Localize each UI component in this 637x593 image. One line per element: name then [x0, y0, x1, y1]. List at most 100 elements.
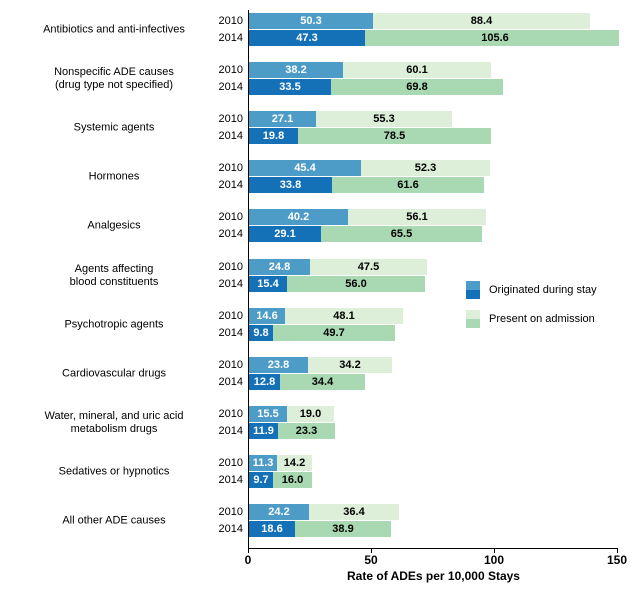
bar-row-2014: 15.4 56.0 — [249, 276, 619, 292]
category-label-line: Agents affecting — [74, 262, 154, 275]
bar-row-2014: 18.6 38.9 — [249, 521, 619, 537]
segment-originated-2014: 11.9 — [249, 423, 278, 439]
category-label: Agents affecting blood constituents — [2, 263, 226, 289]
category-label-line: (drug type not specified) — [54, 78, 173, 91]
x-tick-label-150: 150 — [606, 553, 628, 567]
x-tick-mark-150 — [617, 548, 618, 553]
category-label: Analgesics — [2, 219, 226, 232]
category-label: Psychotropic agents — [2, 318, 226, 331]
bar-row-2014: 33.8 61.6 — [249, 177, 619, 193]
segment-originated-2014: 33.8 — [249, 177, 332, 193]
year-label-2010: 2010 — [218, 457, 243, 469]
bar-row-2014: 47.3 105.6 — [249, 30, 619, 46]
bar-row-2014: 33.5 69.8 — [249, 79, 619, 95]
segment-originated-2010: 24.8 — [249, 259, 310, 275]
segment-admission-2010: 36.4 — [309, 504, 399, 520]
segment-admission-2010: 56.1 — [348, 209, 486, 225]
segment-admission-2010: 34.2 — [308, 357, 392, 373]
segment-admission-2010: 48.1 — [285, 308, 403, 324]
segment-originated-2010: 27.1 — [249, 111, 316, 127]
year-label-2010: 2010 — [218, 211, 243, 223]
bar-row-2014: 19.8 78.5 — [249, 128, 619, 144]
segment-admission-2014: 61.6 — [332, 177, 484, 193]
year-label-2010: 2010 — [218, 15, 243, 27]
segment-admission-2014: 105.6 — [365, 30, 619, 46]
legend-entry-originated: Originated during stay — [466, 281, 597, 299]
legend-label-originated: Originated during stay — [489, 284, 597, 296]
year-label-2014: 2014 — [218, 32, 243, 44]
legend-label-admission: Present on admission — [489, 313, 595, 325]
year-label-2014: 2014 — [218, 327, 243, 339]
segment-admission-2010: 55.3 — [316, 111, 452, 127]
segment-admission-2010: 88.4 — [373, 13, 590, 29]
legend-swatch-originated-2010 — [466, 281, 480, 290]
segment-admission-2014: 23.3 — [278, 423, 335, 439]
segment-admission-2014: 34.4 — [280, 374, 365, 390]
year-label-2010: 2010 — [218, 113, 243, 125]
year-label-2014: 2014 — [218, 523, 243, 535]
segment-admission-2014: 16.0 — [273, 472, 312, 488]
year-label-2014: 2014 — [218, 278, 243, 290]
bar-row-2010: 40.2 56.1 — [249, 209, 619, 225]
category-label: Water, mineral, and uric acid metabolism … — [2, 410, 226, 436]
bar-row-2010: 24.8 47.5 — [249, 259, 619, 275]
segment-admission-2014: 56.0 — [287, 276, 425, 292]
segment-admission-2010: 52.3 — [361, 160, 490, 176]
segment-originated-2014: 15.4 — [249, 276, 287, 292]
bar-row-2010: 23.8 34.2 — [249, 357, 619, 373]
segment-originated-2010: 50.3 — [249, 13, 373, 29]
segment-originated-2010: 24.2 — [249, 504, 309, 520]
bar-row-2010: 11.3 14.2 — [249, 455, 619, 471]
category-label-line: Nonspecific ADE causes — [54, 65, 174, 78]
year-label-2010: 2010 — [218, 506, 243, 518]
x-axis-title: Rate of ADEs per 10,000 Stays — [347, 569, 520, 583]
segment-originated-2014: 18.6 — [249, 521, 295, 537]
year-label-2014: 2014 — [218, 130, 243, 142]
year-label-2010: 2010 — [218, 162, 243, 174]
category-label: Antibiotics and anti-infectives — [2, 23, 226, 36]
category-label: Nonspecific ADE causes (drug type not spe… — [2, 66, 226, 92]
x-tick-label-0: 0 — [244, 553, 252, 567]
category-label: Sedatives or hypnotics — [2, 465, 226, 478]
category-label-line: All other ADE causes — [62, 514, 166, 526]
bar-row-2014: 9.7 16.0 — [249, 472, 619, 488]
category-label-line: Hormones — [88, 170, 140, 182]
segment-originated-2014: 47.3 — [249, 30, 365, 46]
segment-originated-2010: 38.2 — [249, 62, 343, 78]
bar-row-2014: 29.1 65.5 — [249, 226, 619, 242]
segment-originated-2010: 23.8 — [249, 357, 308, 373]
category-label: All other ADE causes — [2, 514, 226, 527]
category-label-line: Systemic agents — [73, 121, 155, 133]
legend-swatch-admission-2014 — [466, 319, 480, 328]
year-label-2014: 2014 — [218, 425, 243, 437]
bar-row-2014: 11.9 23.3 — [249, 423, 619, 439]
segment-originated-2010: 14.6 — [249, 308, 285, 324]
segment-originated-2014: 29.1 — [249, 226, 321, 242]
segment-admission-2010: 19.0 — [287, 406, 334, 422]
year-label-2014: 2014 — [218, 228, 243, 240]
x-tick-mark-50 — [371, 548, 372, 553]
bar-row-2010: 27.1 55.3 — [249, 111, 619, 127]
year-label-2010: 2010 — [218, 310, 243, 322]
year-label-2010: 2010 — [218, 64, 243, 76]
segment-admission-2014: 49.7 — [273, 325, 395, 341]
x-axis-line — [248, 548, 618, 549]
segment-originated-2010: 40.2 — [249, 209, 348, 225]
segment-admission-2010: 14.2 — [277, 455, 312, 471]
category-label: Systemic agents — [2, 121, 226, 134]
category-label: Cardiovascular drugs — [2, 367, 226, 380]
year-label-2010: 2010 — [218, 359, 243, 371]
bar-row-2010: 24.2 36.4 — [249, 504, 619, 520]
legend-swatch-admission-2010 — [466, 310, 480, 319]
category-label-line: Sedatives or hypnotics — [58, 465, 170, 477]
year-label-2014: 2014 — [218, 81, 243, 93]
segment-admission-2014: 38.9 — [295, 521, 391, 537]
category-label-line: metabolism drugs — [70, 422, 158, 435]
legend-entry-admission: Present on admission — [466, 310, 597, 328]
legend-swatch-originated — [466, 281, 480, 299]
x-tick-label-50: 50 — [364, 553, 378, 567]
segment-originated-2010: 15.5 — [249, 406, 287, 422]
x-tick-mark-100 — [494, 548, 495, 553]
segment-originated-2010: 11.3 — [249, 455, 277, 471]
x-tick-label-100: 100 — [483, 553, 505, 567]
